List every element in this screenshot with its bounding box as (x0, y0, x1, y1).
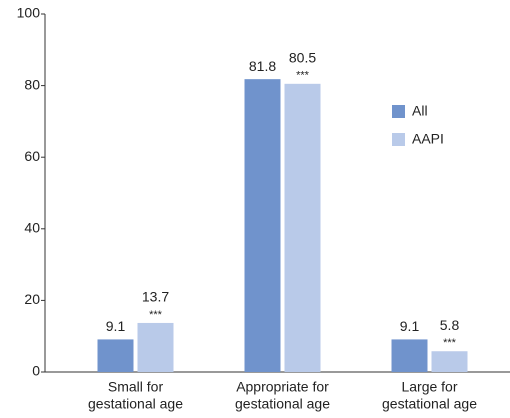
value-label: 9.1 (400, 318, 420, 334)
x-tick-label: gestational age (382, 396, 477, 412)
value-label: 9.1 (106, 318, 126, 334)
legend-swatch (392, 133, 405, 146)
legend-label: All (412, 103, 428, 119)
x-tick-label: Large for (401, 379, 457, 395)
legend-label: AAPI (412, 131, 444, 147)
significance-mark: *** (443, 337, 457, 349)
y-tick-label: 100 (17, 5, 41, 21)
y-tick-label: 80 (24, 76, 40, 92)
bar (431, 351, 468, 372)
y-tick-label: 60 (24, 148, 40, 164)
value-label: 13.7 (142, 289, 169, 305)
y-tick-label: 20 (24, 291, 40, 307)
significance-mark: *** (296, 70, 310, 82)
y-tick-label: 0 (32, 363, 40, 379)
x-tick-label: gestational age (88, 396, 183, 412)
x-tick-label: Small for (108, 379, 164, 395)
value-label: 5.8 (440, 317, 460, 333)
legend-swatch (392, 105, 405, 118)
value-label: 80.5 (289, 50, 316, 66)
x-tick-label: Appropriate for (236, 379, 329, 395)
x-tick-label: gestational age (235, 396, 330, 412)
bar (244, 79, 281, 372)
y-tick-label: 40 (24, 220, 40, 236)
bar (391, 339, 428, 372)
bar (97, 339, 134, 372)
value-label: 81.8 (249, 58, 276, 74)
bar (137, 322, 174, 372)
bar (284, 83, 321, 372)
significance-mark: *** (149, 309, 163, 321)
